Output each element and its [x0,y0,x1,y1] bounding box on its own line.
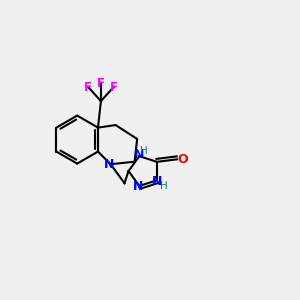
Text: N: N [134,148,145,161]
Text: F: F [110,81,118,94]
Text: N: N [133,180,143,193]
Text: N: N [104,158,114,171]
Text: F: F [97,77,105,90]
Text: N: N [152,175,163,188]
Text: F: F [84,81,92,94]
Text: O: O [177,153,188,166]
Text: H: H [160,181,167,190]
Text: H: H [140,146,148,156]
